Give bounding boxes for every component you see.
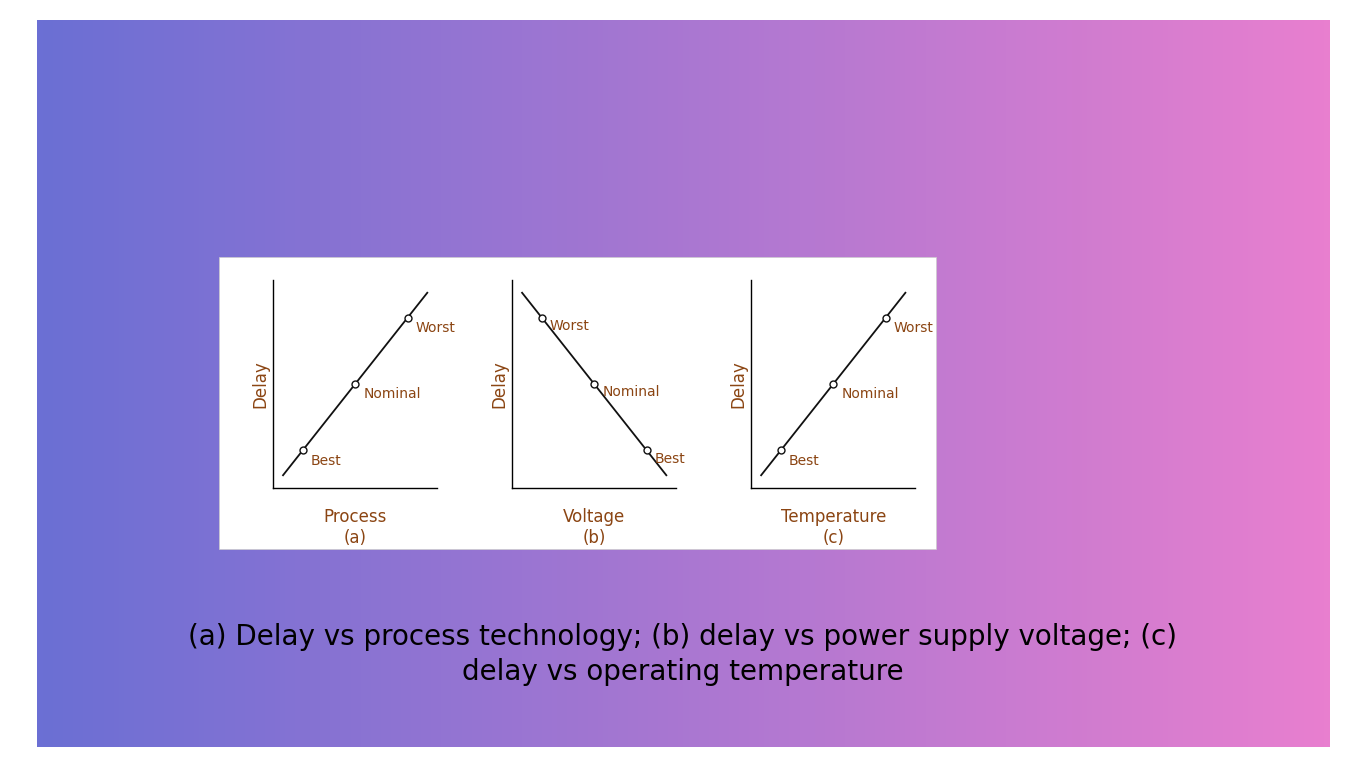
Text: Nominal: Nominal bbox=[363, 387, 421, 402]
Text: Best: Best bbox=[311, 454, 342, 468]
Text: delay vs operating temperature: delay vs operating temperature bbox=[462, 658, 904, 686]
Text: Nominal: Nominal bbox=[841, 387, 899, 402]
Text: Worst: Worst bbox=[550, 319, 590, 333]
Text: (b): (b) bbox=[582, 529, 607, 547]
Text: Worst: Worst bbox=[893, 321, 934, 335]
Y-axis label: Delay: Delay bbox=[729, 360, 747, 408]
Text: Temperature: Temperature bbox=[780, 508, 887, 526]
Text: Worst: Worst bbox=[415, 321, 456, 335]
Text: Best: Best bbox=[790, 454, 820, 468]
Text: Best: Best bbox=[654, 452, 686, 465]
Text: Voltage: Voltage bbox=[563, 508, 626, 526]
Text: Nominal: Nominal bbox=[602, 386, 660, 399]
Text: (a) Delay vs process technology; (b) delay vs power supply voltage; (c): (a) Delay vs process technology; (b) del… bbox=[189, 624, 1177, 651]
FancyBboxPatch shape bbox=[219, 257, 936, 549]
Y-axis label: Delay: Delay bbox=[490, 360, 508, 408]
Text: Process: Process bbox=[324, 508, 387, 526]
Text: (c): (c) bbox=[822, 529, 844, 547]
Text: (a): (a) bbox=[344, 529, 366, 547]
Y-axis label: Delay: Delay bbox=[251, 360, 269, 408]
